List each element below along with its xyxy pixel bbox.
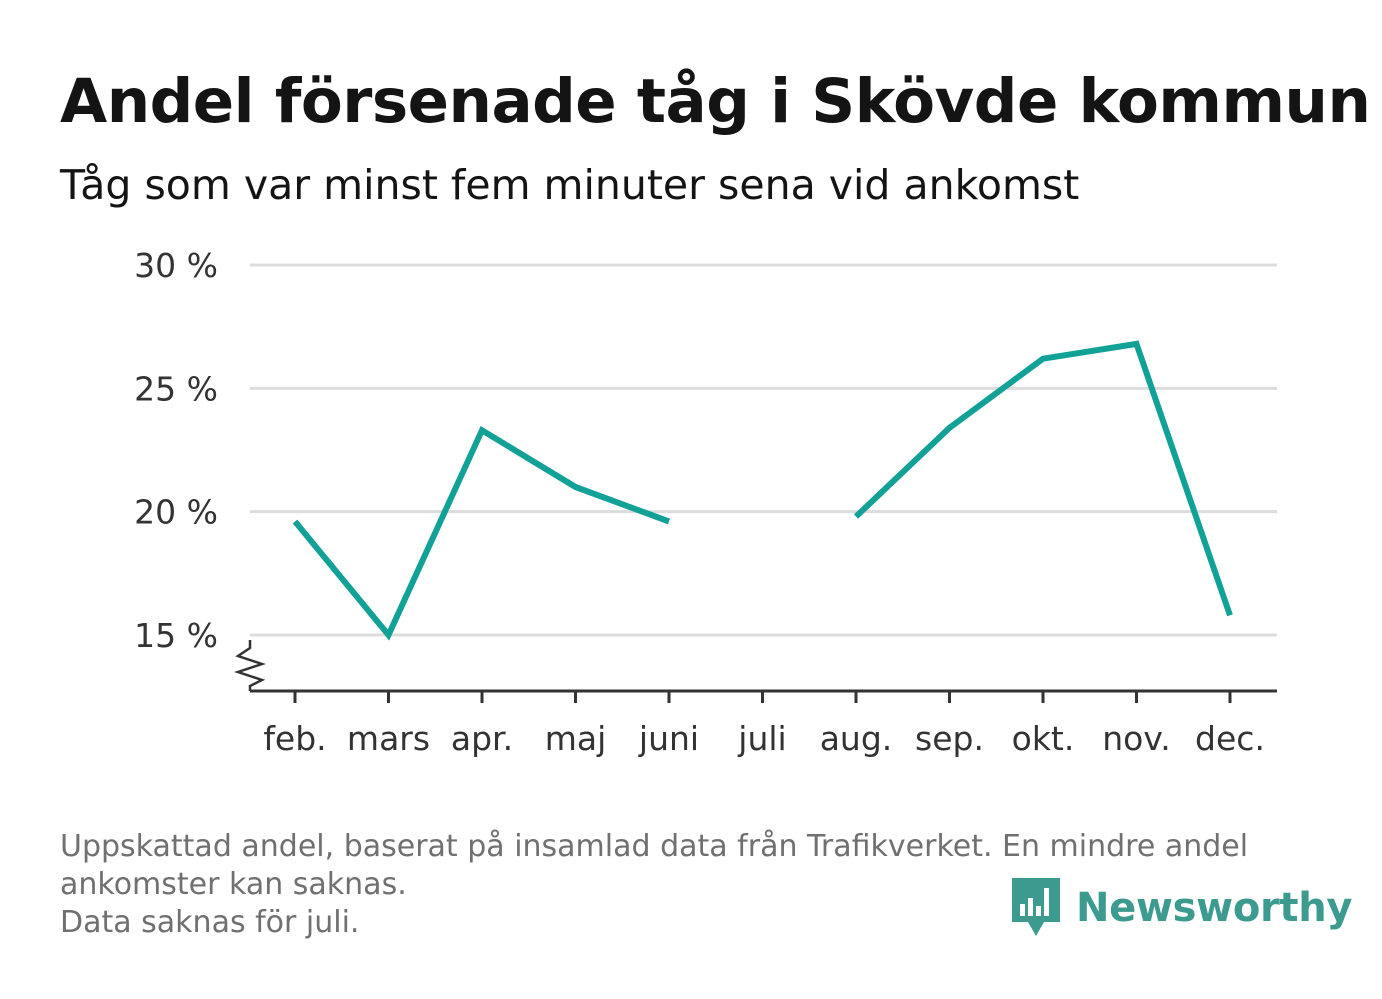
chart-subtitle: Tåg som var minst fem minuter sena vid a…: [60, 161, 1080, 209]
x-tick-label: apr.: [451, 719, 513, 758]
series-line-segment: [853, 340, 1233, 617]
x-tick-label: feb.: [263, 719, 326, 758]
x-tick-label: maj: [545, 719, 607, 758]
footnote: Uppskattad andel, baserat på insamlad da…: [60, 828, 1320, 942]
x-tick-label: juni: [638, 719, 699, 758]
x-tick-label: dec.: [1195, 719, 1265, 758]
y-tick-label: 30 %: [134, 246, 218, 285]
bar-chart-speech-bubble-icon: [1012, 878, 1060, 936]
gridlines: [250, 263, 1277, 637]
brand-logo: Newsworthy: [1010, 876, 1353, 940]
x-tick-label: aug.: [820, 719, 893, 758]
x-axis: [234, 640, 1277, 703]
x-axis-labels: feb. mars apr. maj juni juli aug. sep. okt. nov. d…: [263, 719, 1265, 758]
y-tick-label: 15 %: [134, 616, 218, 655]
y-axis-labels: 15 % 20 % 25 % 30 %: [134, 246, 218, 655]
x-tick-label: okt.: [1012, 719, 1075, 758]
brand-name: Newsworthy: [1076, 885, 1353, 931]
y-axis-break: [234, 640, 266, 691]
y-tick-label: 20 %: [134, 493, 218, 532]
footnote-line-3: Data saknas för juli.: [60, 905, 360, 940]
line-chart: 15 % 20 % 25 % 30 % feb. mars apr. maj juni juli…: [134, 246, 1277, 758]
x-tick-label: nov.: [1102, 719, 1171, 758]
x-tick-label: juli: [737, 719, 786, 758]
series-lines: [292, 340, 1233, 641]
series-line-segment: [292, 425, 671, 641]
x-tick-label: sep.: [915, 719, 984, 758]
footnote-line-1: Uppskattad andel, baserat på insamlad da…: [60, 829, 1249, 864]
footnote-line-2: ankomster kan saknas.: [60, 867, 407, 902]
chart-title: Andel försenade tåg i Skövde kommun: [60, 66, 1371, 137]
x-tick-label: mars: [347, 719, 430, 758]
y-tick-label: 25 %: [134, 369, 218, 408]
